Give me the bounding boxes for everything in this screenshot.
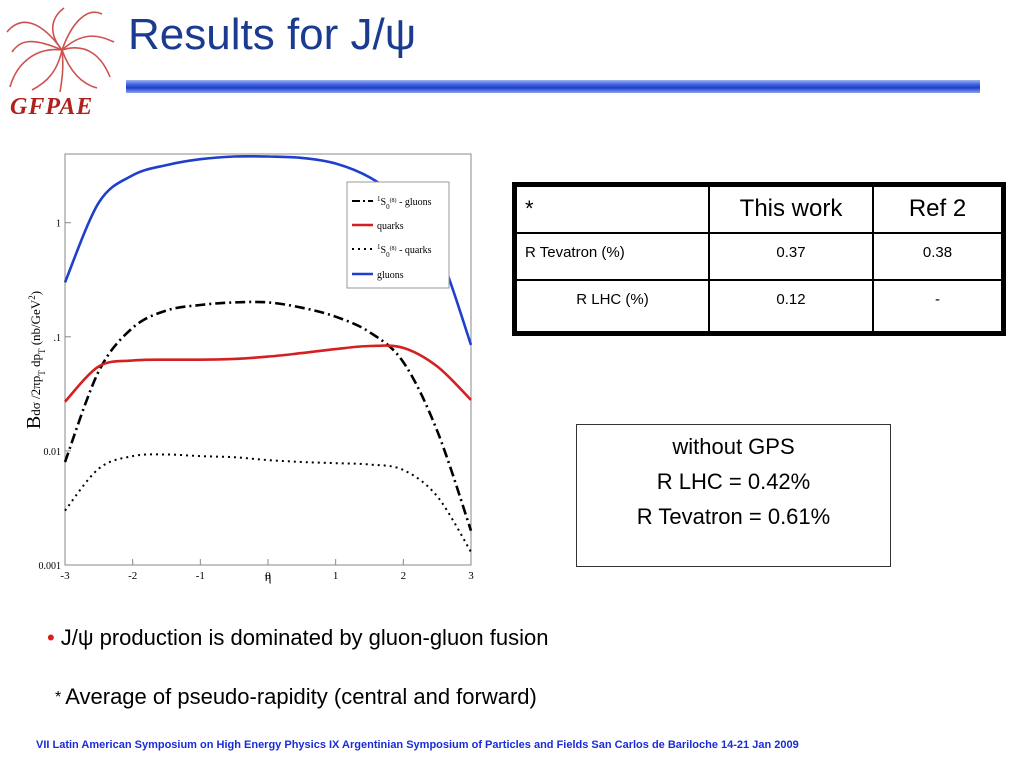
footnote-star: * [55, 689, 62, 706]
results-table: * This work Ref 2 R Tevatron (%) 0.37 0.… [512, 182, 1006, 336]
footnote-text: Average of pseudo-rapidity (central and … [65, 684, 537, 709]
legend-frame [346, 181, 450, 289]
legend-label-2: quarks [377, 221, 404, 232]
series-line-quarks [64, 344, 472, 403]
x-tick-label: -3 [60, 570, 70, 582]
table-cell: 0.38 [872, 232, 1003, 281]
bullet-text: J/ψ production is dominated by gluon-glu… [60, 625, 549, 650]
table-cell: R LHC (%) [515, 279, 710, 333]
y-tick-label: .1 [54, 333, 62, 344]
x-axis-label: η [265, 569, 272, 584]
legend-label-1: 1S0(8) - gluons [377, 195, 432, 211]
x-tick-label: -1 [196, 570, 205, 582]
logo-text: GFPAE [10, 94, 94, 120]
table-header-row: * This work Ref 2 [515, 185, 1003, 234]
table-cell: 0.12 [708, 279, 874, 333]
x-tick-label: 3 [468, 570, 474, 582]
gps-box-tevatron-value: R Tevatron = 0.61% [636, 504, 831, 529]
gps-box-heading: without GPS [672, 434, 795, 459]
gfpae-logo: GFPAE [2, 2, 122, 126]
logo-tracks-graphic [6, 7, 115, 93]
table-cell: R Tevatron (%) [515, 232, 710, 281]
series-line-1s0-8-quarks [64, 453, 472, 553]
title-underline-bar [126, 80, 980, 93]
table-cell: - [872, 279, 1003, 333]
slide-title: Results for J/ψ [128, 10, 417, 59]
y-tick-label: 0.001 [39, 561, 62, 572]
table-row: R LHC (%) 0.12 - [515, 279, 1003, 333]
footnote-average-pseudorapidity: * Average of pseudo-rapidity (central and… [55, 684, 537, 710]
chart-svg: -3 -2 -1 0 1 2 3 0.001 0.01 .1 1 1S0(8) - gluons … [23, 153, 474, 584]
legend-label-3: 1S0(8) - quarks [377, 243, 432, 259]
table-header-cell: Ref 2 [872, 185, 1003, 234]
x-tick-label: -2 [128, 570, 137, 582]
chart-legend: 1S0(8) - gluons quarks 1S0(8) - quarks g… [346, 181, 450, 289]
y-tick-label: 0.01 [44, 447, 62, 458]
x-tick-label: 2 [401, 570, 407, 582]
cross-section-chart: -3 -2 -1 0 1 2 3 0.001 0.01 .1 1 1S0(8) - gluons … [18, 148, 480, 588]
y-tick-label: 1 [56, 219, 61, 230]
legend-label-4: gluons [377, 270, 404, 281]
table-row: R Tevatron (%) 0.37 0.38 [515, 232, 1003, 281]
bullet-dot-icon: • [47, 625, 55, 650]
x-tick-label: 0 [265, 570, 271, 582]
table-header-cell: * [515, 185, 710, 234]
table-header-cell: This work [708, 185, 874, 234]
series-line-1s0-8-gluons [63, 300, 473, 532]
gps-box-lhc-value: R LHC = 0.42% [656, 469, 811, 494]
table-cell: 0.37 [708, 232, 874, 281]
y-axis-label: Bdσ /2πpT dpT (nb/GeV2) [23, 291, 47, 429]
x-tick-label: 1 [333, 570, 339, 582]
slide-footer: VII Latin American Symposium on High Ene… [36, 739, 799, 751]
without-gps-box: without GPS R LHC = 0.42% R Tevatron = 0… [576, 424, 891, 567]
bullet-point-gluon-fusion: • J/ψ production is dominated by gluon-gl… [47, 625, 548, 651]
